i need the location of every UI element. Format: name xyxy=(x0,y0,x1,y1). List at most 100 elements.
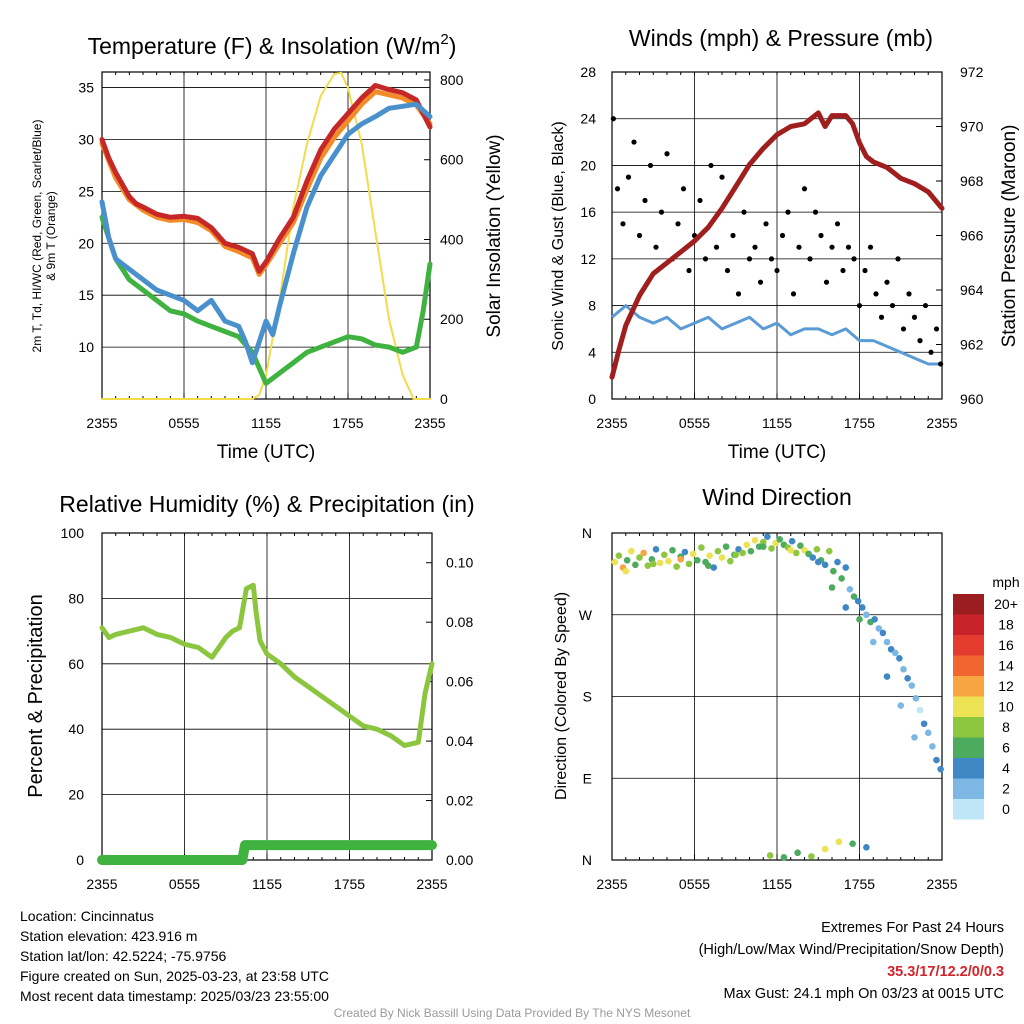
y-axis-label: Sonic Wind & Gust (Blue, Black) xyxy=(550,121,567,350)
series-line-green xyxy=(99,214,433,386)
y-tick-label: N xyxy=(582,852,592,868)
direction-point xyxy=(743,541,751,549)
direction-point xyxy=(660,551,668,559)
direction-point xyxy=(685,560,693,568)
legend-swatch xyxy=(953,737,984,758)
y-tick-label: 15 xyxy=(78,287,94,303)
legend-label: 4 xyxy=(1002,760,1010,776)
direction-point xyxy=(924,729,932,737)
gust-point xyxy=(631,139,637,145)
direction-point xyxy=(834,558,841,566)
y-tick-label: 24 xyxy=(580,111,596,127)
gust-point xyxy=(653,244,659,250)
direction-point xyxy=(611,558,619,566)
y-tick-label: 8 xyxy=(588,298,596,314)
direction-point xyxy=(673,563,680,570)
x-tick-label: 2355 xyxy=(86,415,117,431)
direction-point xyxy=(842,604,850,611)
direction-point xyxy=(714,547,722,555)
direction-point xyxy=(912,695,920,702)
direction-point xyxy=(904,675,911,682)
chart-title: Wind Direction xyxy=(702,484,852,510)
legend-label: 6 xyxy=(1002,740,1010,756)
gust-point xyxy=(702,256,709,262)
y-tick-label: 20 xyxy=(78,235,94,251)
gust-point xyxy=(724,267,731,274)
gust-point xyxy=(675,221,681,227)
direction-point xyxy=(766,852,774,859)
direction-point xyxy=(900,665,907,673)
gust-point xyxy=(829,244,835,250)
gust-point xyxy=(884,279,890,285)
y-tick-label: 60 xyxy=(68,656,84,672)
gust-point xyxy=(779,232,786,239)
y2-tick-label: 0.00 xyxy=(446,852,473,868)
y-tick-label: 0 xyxy=(76,852,84,868)
gust-point xyxy=(851,256,857,262)
gust-point xyxy=(757,279,764,285)
extremes-legend: (High/Low/Max Wind/Precipitation/Snow De… xyxy=(698,942,1004,958)
legend-swatch xyxy=(953,635,984,656)
gust-point xyxy=(746,256,753,262)
direction-point xyxy=(726,557,734,565)
direction-point xyxy=(854,597,862,605)
direction-point xyxy=(768,545,775,552)
gust-point xyxy=(752,244,758,250)
gust-point xyxy=(911,314,918,320)
legend-swatch xyxy=(953,778,984,799)
legend-swatch xyxy=(953,799,984,820)
direction-point xyxy=(615,552,623,560)
y2-tick-label: 970 xyxy=(960,119,984,135)
credit-line: Created By Nick Bassill Using Data Provi… xyxy=(333,1006,691,1020)
y2-tick-label: 0.08 xyxy=(446,614,473,630)
gust-point xyxy=(713,244,720,250)
direction-point xyxy=(933,756,940,764)
direction-point xyxy=(830,567,837,575)
series-line-wind xyxy=(611,304,942,366)
direction-point xyxy=(718,554,726,561)
y2-tick-label: 600 xyxy=(440,152,464,168)
direction-point xyxy=(911,734,918,741)
y-tick-label: 4 xyxy=(588,344,596,360)
x-tick-label: 0555 xyxy=(168,415,199,431)
direction-point xyxy=(858,604,866,611)
gust-point xyxy=(686,267,692,274)
direction-point xyxy=(849,840,856,847)
direction-point xyxy=(652,546,660,553)
x-tick-label: 2355 xyxy=(414,415,445,431)
x-tick-label: 0555 xyxy=(679,415,710,431)
direction-point xyxy=(764,533,771,540)
direction-point xyxy=(813,546,821,553)
gust-point xyxy=(818,232,824,239)
direction-point xyxy=(809,554,817,561)
legend-label: 20+ xyxy=(994,596,1018,612)
direction-point xyxy=(759,543,767,550)
direction-point xyxy=(747,547,755,555)
legend-swatch xyxy=(953,696,984,717)
gust-point xyxy=(719,174,725,180)
gust-point xyxy=(840,267,846,274)
legend-label: 8 xyxy=(1002,719,1010,735)
x-tick-label: 2355 xyxy=(596,876,627,892)
gust-point xyxy=(823,279,830,285)
direction-point xyxy=(704,562,712,569)
y-tick-label: N xyxy=(582,525,592,541)
y-tick-label: 35 xyxy=(78,80,94,96)
direction-point xyxy=(649,560,657,568)
direction-point xyxy=(623,556,631,564)
legend-label: 16 xyxy=(998,637,1014,653)
gust-point xyxy=(610,116,616,122)
direction-point xyxy=(835,838,843,846)
direction-point xyxy=(842,564,850,571)
direction-point xyxy=(828,584,836,591)
y-tick-label: 20 xyxy=(580,157,596,173)
direction-point xyxy=(681,548,689,556)
direction-point xyxy=(722,543,730,550)
y-tick-label: 12 xyxy=(580,251,596,267)
direction-point xyxy=(897,702,905,709)
direction-point xyxy=(937,765,944,773)
series-line-red xyxy=(99,83,433,274)
gust-point xyxy=(801,186,808,192)
legend-label: 12 xyxy=(998,678,1014,694)
